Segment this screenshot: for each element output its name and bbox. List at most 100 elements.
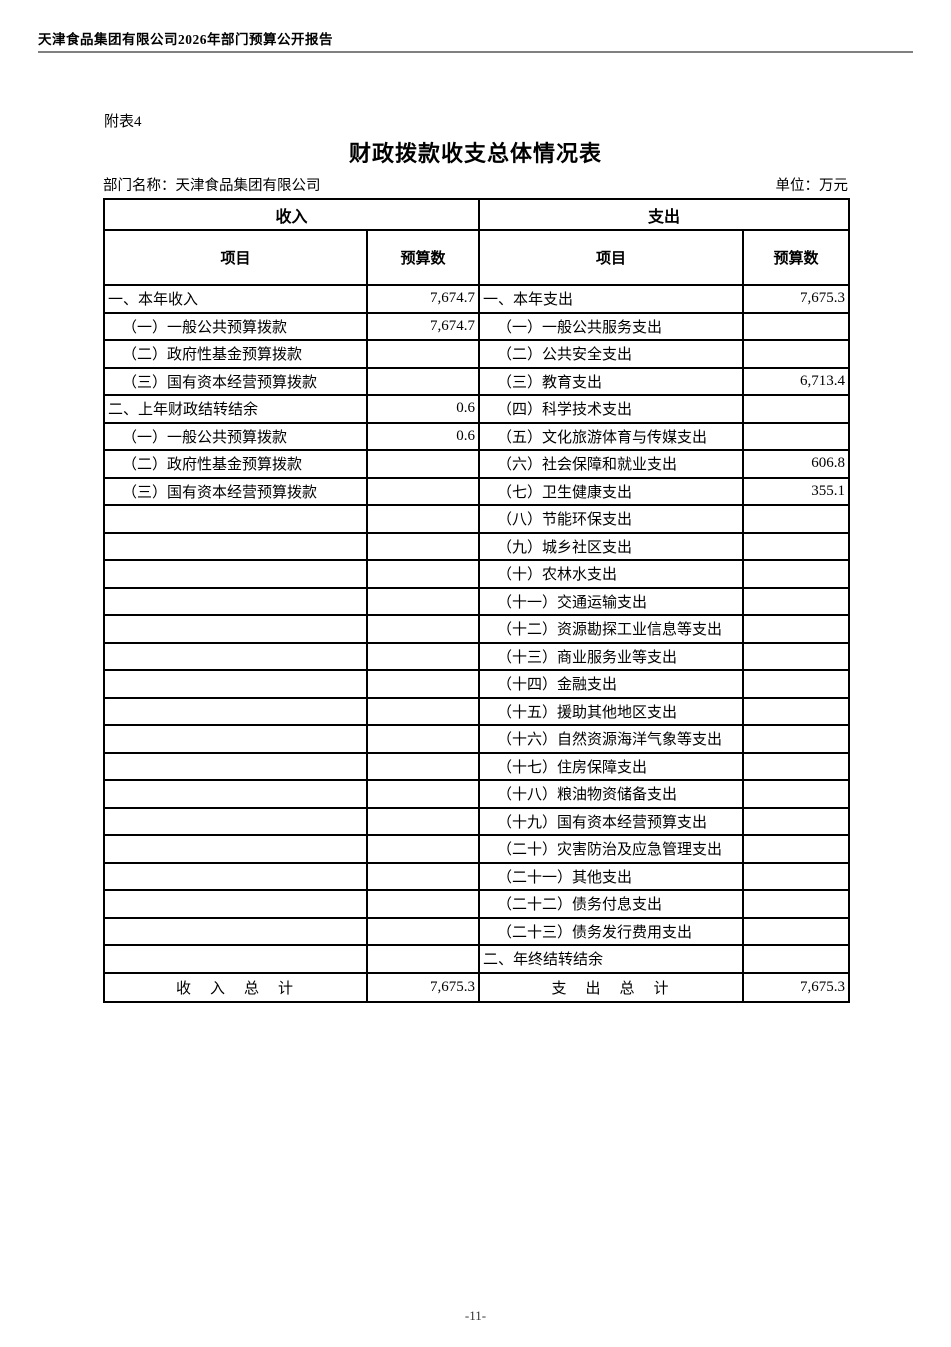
expense-total-label: 支 出 总 计 xyxy=(478,971,745,1003)
table-row: （十）农林水支出 xyxy=(103,559,851,589)
income-total-label: 收 入 总 计 xyxy=(103,971,368,1003)
expense-item-cell: 二、年终结转结余 xyxy=(478,944,745,974)
table-row: （十三）商业服务业等支出 xyxy=(103,641,851,671)
income-budget-cell xyxy=(365,834,481,864)
expense-budget-cell xyxy=(742,889,851,919)
income-budget-cell xyxy=(365,944,481,974)
page-title: 财政拨款收支总体情况表 xyxy=(348,141,602,166)
table-row: （十六）自然资源海洋气象等支出 xyxy=(103,724,851,754)
income-item-cell xyxy=(103,916,368,946)
table-row: （十一）交通运输支出 xyxy=(103,586,851,616)
table-row: （二十三）债务发行费用支出 xyxy=(103,916,851,946)
income-budget-cell: 0.6 xyxy=(365,421,481,451)
income-budget-cell: 7,674.7 xyxy=(365,284,481,314)
expense-budget-cell xyxy=(742,311,851,341)
expense-budget-cell xyxy=(742,394,851,424)
income-section-header: 收入 xyxy=(102,198,481,231)
expense-item-header: 项目 xyxy=(478,229,745,286)
expense-item-cell: （二）公共安全支出 xyxy=(478,339,745,369)
expense-budget-header: 预算数 xyxy=(742,229,851,286)
income-budget-header: 预算数 xyxy=(365,229,481,286)
expense-item-cell: （十一）交通运输支出 xyxy=(478,586,745,616)
table-row: （十四）金融支出 xyxy=(103,669,851,699)
expense-item-cell: （九）城乡社区支出 xyxy=(478,531,745,561)
header-divider xyxy=(38,51,913,53)
table-row: （二十二）债务付息支出 xyxy=(103,889,851,919)
income-item-cell xyxy=(103,861,368,891)
expense-budget-cell xyxy=(742,586,851,616)
income-item-cell xyxy=(103,669,368,699)
table-row: （十七）住房保障支出 xyxy=(103,751,851,781)
table-row: （十九）国有资本经营预算支出 xyxy=(103,806,851,836)
expense-budget-cell xyxy=(742,421,851,451)
income-item-cell: （三）国有资本经营预算拨款 xyxy=(103,476,368,506)
page-number: -11- xyxy=(464,1308,487,1323)
expense-item-cell: （五）文化旅游体育与传媒支出 xyxy=(478,421,745,451)
income-budget-cell xyxy=(365,476,481,506)
expense-budget-cell xyxy=(742,724,851,754)
department-name-label: 部门名称：天津食品集团有限公司 xyxy=(103,178,321,194)
table-total-row: 收 入 总 计 7,675.3 支 出 总 计 7,675.3 xyxy=(103,971,851,1003)
expense-section-header: 支出 xyxy=(478,198,851,231)
expense-budget-cell: 355.1 xyxy=(742,476,851,506)
table-row: （二十一）其他支出 xyxy=(103,861,851,891)
expense-budget-cell xyxy=(742,696,851,726)
table-row: 一、本年收入 7,674.7 一、本年支出 7,675.3 xyxy=(103,284,851,314)
expense-budget-cell xyxy=(742,531,851,561)
expense-budget-cell xyxy=(742,641,851,671)
income-item-cell xyxy=(103,779,368,809)
income-item-cell xyxy=(103,724,368,754)
income-item-cell: （三）国有资本经营预算拨款 xyxy=(103,366,368,396)
expense-item-cell: （十五）援助其他地区支出 xyxy=(478,696,745,726)
income-item-cell xyxy=(103,531,368,561)
income-item-cell: （二）政府性基金预算拨款 xyxy=(103,449,368,479)
expense-item-cell: （二十一）其他支出 xyxy=(478,861,745,891)
table-row: （十五）援助其他地区支出 xyxy=(103,696,851,726)
expense-item-cell: （一）一般公共服务支出 xyxy=(478,311,745,341)
income-budget-cell xyxy=(365,559,481,589)
income-item-cell xyxy=(103,806,368,836)
report-header: 天津食品集团有限公司2026年部门预算公开报告 xyxy=(38,32,333,47)
income-budget-cell xyxy=(365,339,481,369)
expense-budget-cell xyxy=(742,806,851,836)
table-row: （十八）粮油物资储备支出 xyxy=(103,779,851,809)
expense-budget-cell: 7,675.3 xyxy=(742,284,851,314)
income-budget-cell xyxy=(365,614,481,644)
expense-item-cell: （三）教育支出 xyxy=(478,366,745,396)
income-budget-cell xyxy=(365,861,481,891)
income-budget-cell xyxy=(365,531,481,561)
table-row: 二、年终结转结余 xyxy=(103,944,851,974)
income-item-cell xyxy=(103,944,368,974)
income-item-cell xyxy=(103,504,368,534)
table-section-header-row: 收入 支出 xyxy=(102,198,851,231)
table-row: （九）城乡社区支出 xyxy=(103,531,851,561)
income-item-cell xyxy=(103,889,368,919)
expense-item-cell: （八）节能环保支出 xyxy=(478,504,745,534)
income-budget-cell: 0.6 xyxy=(365,394,481,424)
table-row: （八）节能环保支出 xyxy=(103,504,851,534)
table-row: （三）国有资本经营预算拨款 （三）教育支出 6,713.4 xyxy=(103,366,851,396)
expense-budget-cell: 606.8 xyxy=(742,449,851,479)
unit-label: 单位：万元 xyxy=(775,178,849,194)
income-budget-cell xyxy=(365,641,481,671)
income-item-cell xyxy=(103,641,368,671)
expense-item-cell: （六）社会保障和就业支出 xyxy=(478,449,745,479)
expense-budget-cell xyxy=(742,834,851,864)
expense-budget-cell xyxy=(742,916,851,946)
income-item-cell xyxy=(103,586,368,616)
expense-budget-cell xyxy=(742,944,851,974)
income-total-value: 7,675.3 xyxy=(365,971,481,1003)
income-item-cell xyxy=(103,559,368,589)
income-budget-cell: 7,674.7 xyxy=(365,311,481,341)
expense-item-cell: （十三）商业服务业等支出 xyxy=(478,641,745,671)
table-column-header-row: 项目 预算数 项目 预算数 xyxy=(103,229,851,286)
income-item-cell xyxy=(103,751,368,781)
expense-item-cell: （十八）粮油物资储备支出 xyxy=(478,779,745,809)
expense-budget-cell xyxy=(742,504,851,534)
expense-item-cell: （十六）自然资源海洋气象等支出 xyxy=(478,724,745,754)
income-item-cell: 一、本年收入 xyxy=(103,284,368,314)
table-meta-row: 部门名称：天津食品集团有限公司 单位：万元 xyxy=(103,174,848,195)
income-item-cell xyxy=(103,614,368,644)
table-row: （二）政府性基金预算拨款 （六）社会保障和就业支出 606.8 xyxy=(103,449,851,479)
table-row: 二、上年财政结转结余 0.6 （四）科学技术支出 xyxy=(103,394,851,424)
